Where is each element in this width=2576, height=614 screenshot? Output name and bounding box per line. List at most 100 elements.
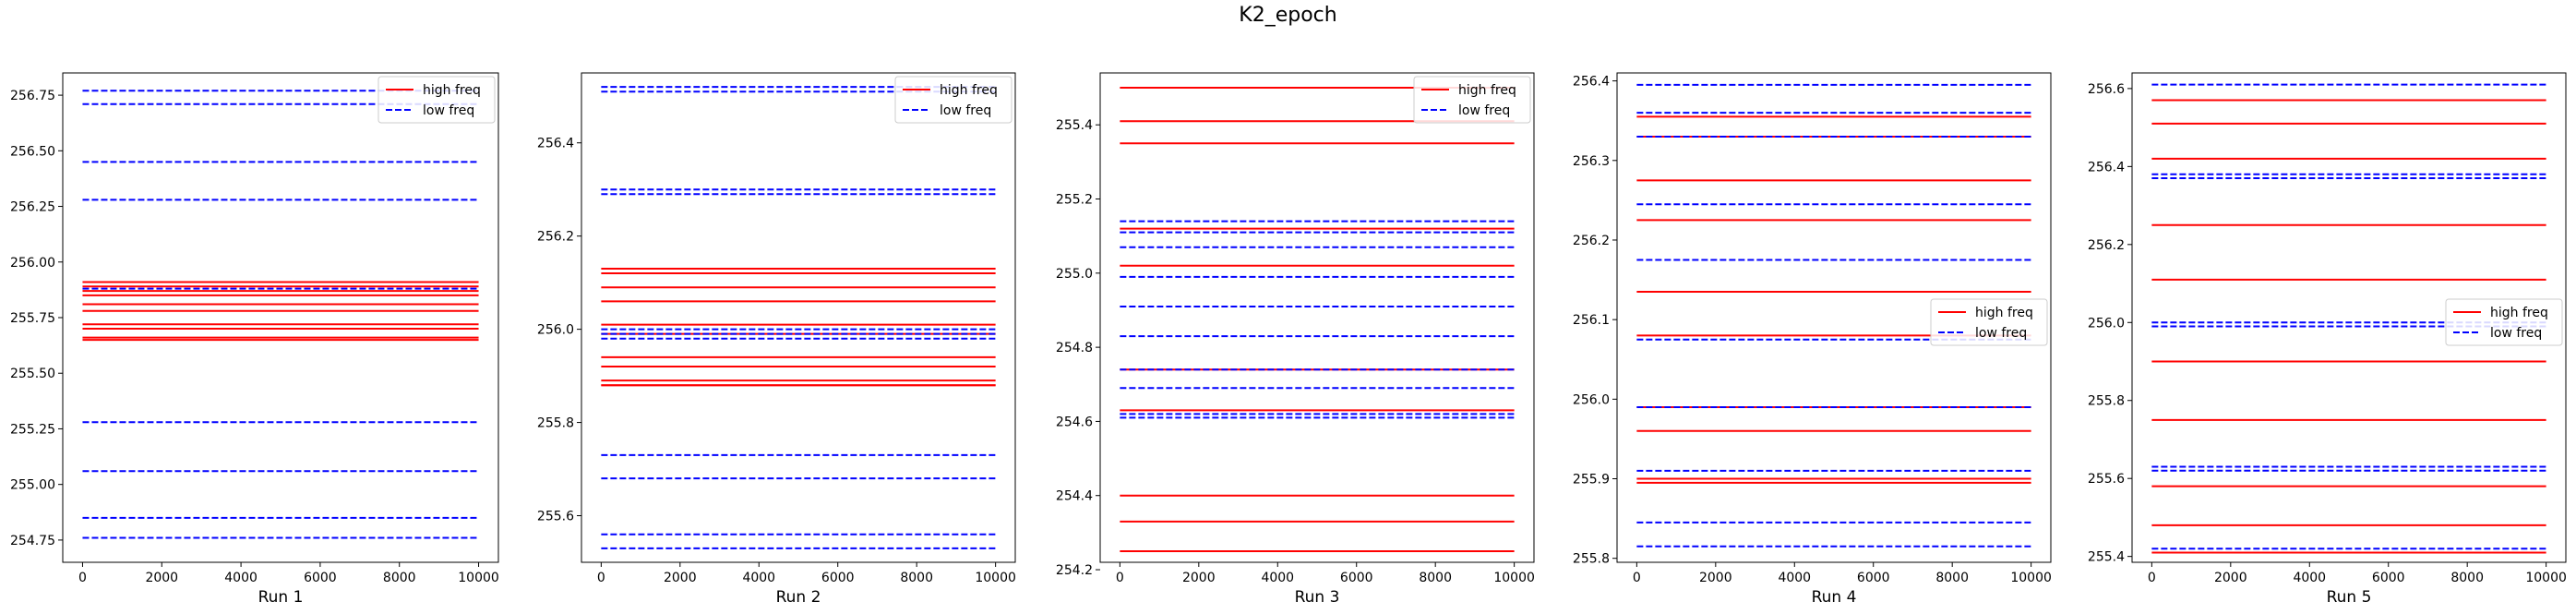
legend-label: low freq: [940, 103, 991, 118]
y-tick-label: 254.75: [10, 534, 55, 548]
y-tick-label: 255.9: [1573, 473, 1610, 488]
legend: high freq low freq: [377, 76, 496, 124]
y-tick-label: 256.4: [537, 137, 574, 151]
legend-label: low freq: [1975, 326, 2027, 341]
x-tick-label: 2000: [2214, 571, 2247, 585]
x-tick-label: 8000: [2450, 571, 2484, 585]
y-tick-label: 256.4: [1573, 75, 1610, 90]
x-tick-label: 2000: [145, 571, 178, 585]
y-tick-label: 256.50: [10, 144, 55, 159]
y-tick-label: 255.0: [1056, 267, 1093, 282]
legend-label: low freq: [1458, 103, 1510, 118]
x-tick-label: 6000: [304, 571, 337, 585]
plot-frame: [2131, 72, 2567, 563]
x-tick-label: 4000: [2293, 571, 2326, 585]
y-tick-label: 256.75: [10, 89, 55, 103]
plot-frame: [1099, 72, 1535, 563]
y-tick-label: 255.6: [537, 510, 574, 524]
subplot-5: 0 2000 4000 6000 8000 10000 255.4 255.6 255.8 256…: [2088, 72, 2567, 607]
y-tick-label: 254.8: [1056, 341, 1093, 355]
x-tick-label: 4000: [1778, 571, 1811, 585]
x-tick-label: 8000: [383, 571, 416, 585]
subplot-3: 0 2000 4000 6000 8000 10000 254.2 254.4 254.6 254…: [1056, 72, 1535, 607]
legend: high freq low freq: [894, 76, 1012, 124]
y-tick-label: 256.6: [2088, 82, 2125, 97]
y-tick-label: 256.2: [1573, 234, 1610, 248]
y-tick-label: 256.2: [537, 230, 574, 245]
subplot-2: 0 2000 4000 6000 8000 10000 255.6 255.8 256.0 256…: [537, 72, 1016, 607]
x-tick-label: 0: [1633, 571, 1641, 585]
legend-box: [377, 76, 496, 124]
x-tick-label: 8000: [900, 571, 933, 585]
x-tick-label: 6000: [821, 571, 855, 585]
legend: high freq low freq: [1930, 298, 2048, 346]
x-tick-label: 0: [2148, 571, 2156, 585]
figure-title: K2_epoch: [1239, 4, 1337, 27]
plot-frame: [581, 72, 1016, 563]
y-tick-label: 255.8: [537, 416, 574, 431]
legend-box: [1413, 76, 1531, 124]
legend-label: high freq: [940, 83, 998, 98]
legend-label: low freq: [2490, 326, 2542, 341]
x-tick-label: 8000: [1419, 571, 1452, 585]
y-tick-label: 256.00: [10, 256, 55, 271]
y-tick-label: 254.2: [1056, 563, 1093, 578]
x-axis-label: Run 5: [2327, 588, 2372, 607]
legend-label: high freq: [1975, 306, 2033, 320]
x-tick-label: 0: [1116, 571, 1124, 585]
x-tick-label: 0: [78, 571, 87, 585]
x-tick-label: 4000: [224, 571, 258, 585]
legend-box: [1930, 298, 2048, 346]
y-tick-label: 255.25: [10, 422, 55, 437]
x-tick-label: 10000: [2525, 571, 2567, 585]
y-tick-label: 254.6: [1056, 415, 1093, 429]
y-tick-label: 256.4: [2088, 160, 2125, 175]
y-tick-label: 254.4: [1056, 489, 1093, 504]
legend-label: low freq: [423, 103, 474, 118]
y-tick-label: 255.4: [1056, 118, 1093, 133]
y-tick-label: 256.0: [1573, 392, 1610, 407]
x-tick-label: 6000: [1857, 571, 1890, 585]
x-tick-label: 0: [597, 571, 605, 585]
x-tick-label: 10000: [2010, 571, 2052, 585]
x-axis-label: Run 3: [1295, 588, 1340, 607]
x-axis-label: Run 2: [776, 588, 821, 607]
y-tick-label: 256.25: [10, 200, 55, 215]
x-tick-label: 2000: [664, 571, 697, 585]
y-tick-label: 255.2: [1056, 193, 1093, 208]
subplot-1: 0 2000 4000 6000 8000 10000 254.75 255.00 255.25…: [10, 72, 499, 607]
legend-label: high freq: [1458, 83, 1516, 98]
y-tick-label: 256.0: [2088, 316, 2125, 331]
y-tick-label: 255.75: [10, 311, 55, 326]
x-tick-label: 4000: [1261, 571, 1294, 585]
y-tick-label: 255.6: [2088, 472, 2125, 487]
x-tick-label: 2000: [1699, 571, 1732, 585]
plot-frame: [1616, 72, 2052, 563]
y-tick-label: 255.8: [1573, 552, 1610, 567]
x-tick-label: 10000: [1493, 571, 1535, 585]
y-tick-label: 256.2: [2088, 238, 2125, 253]
subplot-4: 0 2000 4000 6000 8000 10000 255.8 255.9 256.0 256…: [1573, 72, 2052, 607]
legend-box: [894, 76, 1012, 124]
x-tick-label: 10000: [458, 571, 499, 585]
y-tick-label: 256.0: [537, 323, 574, 338]
plot-frame: [62, 72, 499, 563]
y-tick-label: 256.1: [1573, 313, 1610, 328]
x-axis-label: Run 4: [1812, 588, 1857, 607]
y-tick-label: 255.00: [10, 478, 55, 493]
legend-label: high freq: [2490, 306, 2548, 320]
x-tick-label: 6000: [1340, 571, 1373, 585]
x-tick-label: 4000: [742, 571, 775, 585]
y-tick-label: 255.8: [2088, 394, 2125, 409]
legend-label: high freq: [423, 83, 481, 98]
x-tick-label: 6000: [2372, 571, 2405, 585]
x-tick-label: 8000: [1935, 571, 1969, 585]
legend: high freq low freq: [1413, 76, 1531, 124]
x-tick-label: 10000: [975, 571, 1016, 585]
legend-box: [2445, 298, 2563, 346]
x-tick-label: 2000: [1182, 571, 1216, 585]
x-axis-label: Run 1: [258, 588, 304, 607]
y-tick-label: 255.50: [10, 367, 55, 381]
y-tick-label: 256.3: [1573, 154, 1610, 169]
